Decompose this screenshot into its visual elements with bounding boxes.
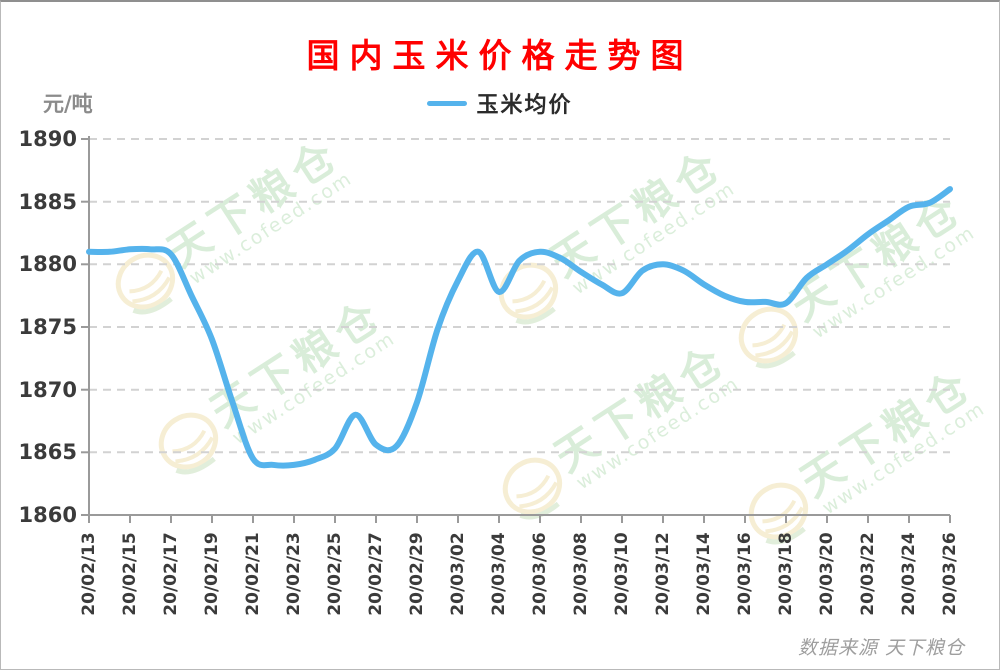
price-line [86,186,953,469]
x-axis-tick-label: 20/02/13 [79,532,99,616]
y-axis-tick-label: 1885 [18,189,77,214]
x-axis-tick-label: 20/03/06 [530,532,550,616]
x-axis-tick-label: 20/03/20 [817,532,837,616]
x-axis-tick-label: 20/03/22 [858,532,878,616]
x-axis-tick-label: 20/03/26 [940,532,960,616]
x-axis-tick-label: 20/03/08 [571,532,591,616]
x-axis-tick-label: 20/03/02 [448,532,468,616]
x-axis-tick-label: 20/02/29 [407,532,427,616]
x-axis-tick-label: 20/03/14 [694,532,714,616]
x-axis-tick-label: 20/03/10 [612,532,632,616]
y-axis-tick-label: 1870 [18,377,77,402]
y-axis-tick-label: 1880 [18,252,77,277]
x-axis-tick-label: 20/03/16 [735,532,755,616]
x-axis-tick-label: 20/02/27 [366,532,386,616]
data-source-note: 数据来源 天下粮仓 [797,637,965,659]
x-axis-tick-label: 20/02/17 [161,532,181,616]
x-axis-tick-label: 20/02/23 [284,532,304,616]
x-axis-tick-label: 20/02/15 [120,532,140,616]
x-axis-tick-label: 20/03/24 [899,532,919,616]
x-axis-tick-label: 20/03/12 [653,532,673,616]
x-axis-tick-label: 20/02/19 [202,532,222,616]
legend-series-label: 玉米均价 [476,93,573,118]
x-axis-tick-label: 20/03/18 [776,532,796,616]
y-axis-tick-label: 1860 [18,503,77,527]
legend-line-swatch [427,100,468,106]
x-axis-tick-label: 20/02/25 [325,532,345,616]
chart-title: 国内玉米价格走势图 [306,36,694,75]
y-axis-tick-label: 1890 [18,127,77,151]
y-axis-tick-label: 1875 [18,315,77,339]
y-axis-unit-label: 元/吨 [43,92,93,116]
legend: 玉米均价 [1,90,999,118]
x-axis-tick-label: 20/03/04 [489,532,509,616]
x-axis-tick-label: 20/02/21 [243,532,263,616]
y-axis-tick-label: 1865 [18,440,77,465]
